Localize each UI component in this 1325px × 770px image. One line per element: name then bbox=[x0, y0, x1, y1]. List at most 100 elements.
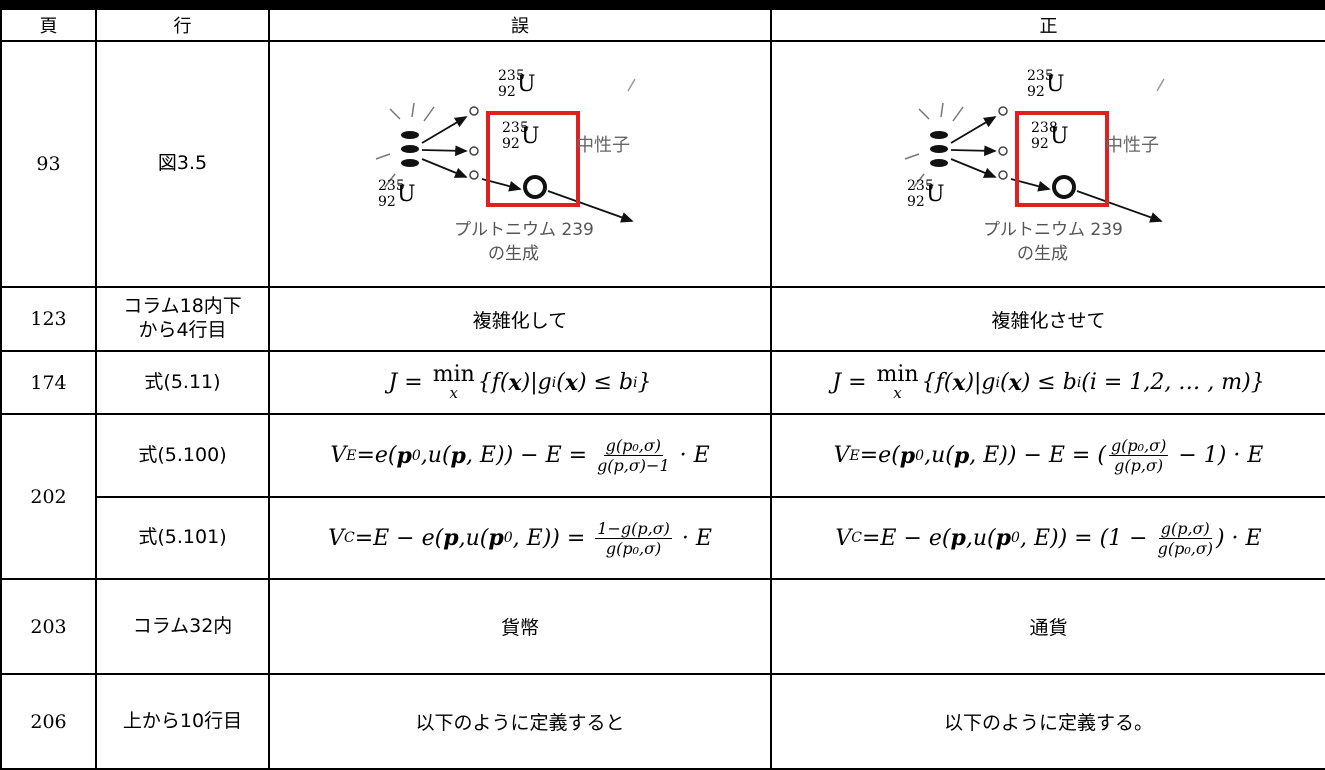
formula-text: · E bbox=[672, 443, 710, 468]
cell: V E =e(p 0 ,u(p, E)) − E = (g(p₀,σ) g(p,σ) − … bbox=[770, 413, 1325, 498]
subscript: E bbox=[346, 447, 357, 464]
line-text: 上から10行目 bbox=[122, 709, 243, 732]
element-symbol: U bbox=[1046, 72, 1065, 97]
cell: コラム18内下 から4行目 bbox=[95, 286, 270, 352]
cell: 複雑化させて bbox=[770, 286, 1325, 352]
atomic-number: 92 bbox=[1027, 84, 1045, 100]
cell: 貨幣 bbox=[268, 578, 772, 675]
subscript: C bbox=[343, 530, 355, 546]
formula: V E =e(p 0 ,u(p, E)) − E = g(p₀,σ) g(p,σ)−1 ·… bbox=[330, 436, 709, 475]
bold-vector: x bbox=[1008, 369, 1022, 396]
formula-text: , E)) = (1 − bbox=[1019, 525, 1155, 551]
subscript: C bbox=[851, 530, 862, 546]
mass-number: 238 bbox=[1031, 120, 1058, 136]
burst bbox=[929, 131, 948, 139]
formula-text: , E)) − E = bbox=[465, 443, 595, 468]
ray bbox=[384, 173, 396, 188]
line-text: から4行目 bbox=[138, 319, 227, 341]
ray bbox=[375, 153, 391, 160]
element-symbol: U bbox=[397, 182, 416, 207]
arrow bbox=[421, 116, 468, 144]
cell: コラム32内 bbox=[95, 578, 270, 675]
arrow bbox=[950, 116, 997, 144]
cell: V C =E − e(p ,u(p 0, E)) = (1 − g(p,σ) g(p₀,σ… bbox=[770, 496, 1325, 580]
product-label: プルトニウム 239 bbox=[983, 220, 1123, 240]
numerator: 1−g(p,σ) bbox=[595, 518, 672, 539]
cell-text: 以下のように定義する。 bbox=[943, 712, 1153, 734]
arrow bbox=[421, 145, 468, 157]
subscript: i bbox=[551, 374, 557, 391]
mass-number: 235 bbox=[378, 178, 405, 194]
formula-text: ,u( bbox=[458, 525, 489, 551]
burst bbox=[401, 145, 419, 153]
table-row: 203 コラム32内 貨幣 通貨 bbox=[0, 578, 1325, 675]
formula-text: ) ≤ b bbox=[1021, 370, 1077, 395]
bold-vector: p bbox=[443, 525, 459, 551]
formula-text: · E bbox=[674, 525, 712, 551]
formula: J = min x {f(x)|g i(x) ≤ b i (i = 1,2, … , m)… bbox=[832, 364, 1264, 401]
cell: V C =E − e(p ,u(p 0, E)) = 1−g(p,σ) g(p₀,σ) ·… bbox=[268, 496, 772, 580]
cell-text: 以下のように定義すると bbox=[415, 712, 625, 734]
formula-text: =e( bbox=[859, 443, 900, 468]
table-row: 93 図3.5 235 92 U 235 92 U 235 92 U 中性子 プルトニウム 239 の生成… bbox=[0, 40, 1325, 288]
formula-text: {f( bbox=[921, 370, 953, 395]
cell: 206 bbox=[0, 673, 97, 770]
operator-name: min bbox=[432, 362, 475, 387]
cell: 235 92 U 235 92 U 235 92 U 中性子 プルトニウム 239 の生成 bbox=[268, 40, 772, 288]
formula-text: =E − e( bbox=[354, 525, 444, 551]
formula-text: ) · E bbox=[1215, 525, 1262, 551]
product-label: の生成 bbox=[488, 244, 539, 264]
table-row: 206 上から10行目 以下のように定義すると 以下のように定義する。 bbox=[0, 673, 1325, 770]
numerator: g(p,σ) bbox=[1158, 518, 1212, 539]
particle bbox=[469, 146, 479, 156]
cell: V E =e(p 0 ,u(p, E)) − E = g(p₀,σ) g(p,σ)−1 ·… bbox=[268, 413, 772, 498]
table-row: 123 コラム18内下 から4行目 複雑化して 複雑化させて bbox=[0, 286, 1325, 352]
cell: J = min x {f(x)|g i(x) ≤ b i} bbox=[268, 350, 772, 415]
subscript: E bbox=[849, 447, 860, 464]
bold-vector: p bbox=[953, 442, 970, 469]
nucleus bbox=[523, 175, 547, 199]
cell: 式(5.11) bbox=[95, 350, 270, 415]
fraction: g(p,σ) g(p₀,σ) bbox=[1158, 519, 1213, 558]
particle bbox=[997, 106, 1008, 116]
particle bbox=[469, 170, 479, 180]
cell: 式(5.100) bbox=[95, 413, 270, 498]
line-text: 図3.5 bbox=[157, 152, 208, 175]
ray bbox=[917, 108, 930, 120]
cell: 174 bbox=[0, 350, 97, 415]
formula: V C =E − e(p ,u(p 0, E)) = 1−g(p,σ) g(p₀,σ) ·… bbox=[328, 519, 712, 558]
formula-text: ) ≤ b bbox=[577, 370, 634, 395]
formula-text: } bbox=[637, 370, 652, 395]
particle bbox=[469, 106, 479, 116]
formula-text: V bbox=[330, 443, 347, 468]
arrow bbox=[547, 190, 634, 223]
bold-vector: x bbox=[508, 369, 522, 396]
formula-text: =e( bbox=[356, 443, 397, 468]
ray bbox=[1155, 78, 1165, 92]
atomic-number: 92 bbox=[907, 194, 925, 210]
subscript: i bbox=[995, 374, 1000, 391]
highlight-box bbox=[1014, 111, 1109, 207]
cell: 123 bbox=[0, 286, 97, 352]
particle bbox=[997, 170, 1008, 180]
formula: V C =E − e(p ,u(p 0, E)) = (1 − g(p,σ) g(p₀,σ… bbox=[835, 519, 1261, 558]
bold-vector: x bbox=[952, 369, 966, 396]
formula-text: )|g bbox=[521, 370, 552, 395]
denominator: g(p,σ) bbox=[1114, 456, 1164, 475]
subscript: i bbox=[633, 374, 638, 391]
bold-vector: p bbox=[950, 525, 966, 551]
bold-vector: p bbox=[995, 525, 1012, 551]
formula-text: =E − e( bbox=[861, 525, 951, 551]
arrow bbox=[1076, 190, 1163, 223]
numerator: g(p₀,σ) bbox=[1108, 436, 1169, 456]
subscript: 0 bbox=[915, 447, 925, 464]
ray bbox=[951, 106, 964, 122]
errata-table: 頁行誤正 93 図3.5 235 92 U 235 92 U 235 92 U 中性子 プルトニウム 2… bbox=[0, 8, 1325, 770]
bold-vector: p bbox=[488, 525, 504, 551]
formula-text: (i = 1,2, … , m)} bbox=[1081, 370, 1265, 395]
mass-number: 235 bbox=[498, 68, 525, 84]
arrow bbox=[950, 145, 997, 157]
cell: 以下のように定義すると bbox=[268, 673, 772, 770]
